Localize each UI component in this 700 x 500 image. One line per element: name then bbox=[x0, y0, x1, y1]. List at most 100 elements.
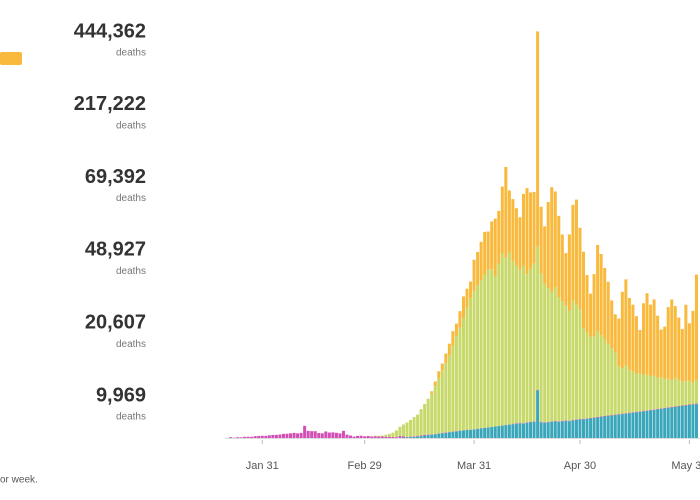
legend-swatch bbox=[0, 52, 22, 65]
bar-segment bbox=[444, 432, 448, 438]
bar-segment bbox=[691, 310, 695, 383]
bar-segment bbox=[694, 404, 698, 438]
bar-segment bbox=[670, 299, 674, 381]
x-tick-label: Feb 29 bbox=[348, 460, 382, 472]
bar-segment bbox=[599, 335, 603, 417]
bar-segment bbox=[391, 432, 395, 437]
bar-segment bbox=[490, 269, 494, 427]
bar-segment bbox=[504, 167, 508, 258]
bar-segment bbox=[447, 355, 451, 433]
bar-segment bbox=[638, 411, 642, 438]
bar-segment bbox=[585, 332, 589, 419]
bar-segment bbox=[472, 259, 476, 291]
bar-segment bbox=[620, 368, 624, 414]
bar-segment bbox=[677, 406, 681, 438]
bar-segment bbox=[461, 430, 465, 438]
bar-segment bbox=[493, 218, 497, 276]
bar-segment bbox=[592, 417, 596, 438]
bar-segment bbox=[507, 252, 511, 425]
bar-segment bbox=[645, 293, 649, 375]
bar-segment bbox=[574, 419, 578, 438]
bar-segment bbox=[543, 422, 547, 438]
bar-segment bbox=[387, 436, 391, 438]
bar-segment bbox=[274, 434, 278, 438]
bar-segment bbox=[596, 417, 600, 438]
bar-segment bbox=[461, 317, 465, 431]
bar-segment bbox=[479, 280, 483, 429]
bar-segment bbox=[514, 208, 518, 266]
total-value: 444,362 bbox=[74, 20, 146, 42]
bar-segment bbox=[236, 437, 240, 438]
bar-segment bbox=[610, 348, 614, 416]
bar-segment bbox=[518, 269, 522, 423]
bar-segment bbox=[260, 435, 264, 438]
bar-segment bbox=[444, 353, 448, 364]
bar-segment bbox=[440, 433, 444, 438]
bar-segment bbox=[546, 201, 550, 288]
bar-segment bbox=[504, 425, 508, 438]
bar-segment bbox=[278, 434, 282, 438]
bar-segment bbox=[670, 380, 674, 407]
bar-segment bbox=[465, 307, 469, 430]
bar-segment bbox=[532, 191, 536, 264]
bar-segment bbox=[536, 31, 540, 247]
note: or week. bbox=[0, 475, 38, 486]
bar-segment bbox=[380, 436, 384, 438]
bar-segment bbox=[303, 425, 307, 438]
bar-segment bbox=[405, 436, 409, 438]
bar-segment bbox=[659, 329, 663, 378]
bar-segment bbox=[384, 434, 388, 437]
bar-segment bbox=[680, 405, 684, 438]
bar-segment bbox=[271, 434, 275, 438]
bar-segment bbox=[617, 318, 621, 367]
bar-segment bbox=[313, 431, 317, 438]
bar-segment bbox=[631, 412, 635, 438]
bar-segment bbox=[525, 274, 529, 423]
bar-segment bbox=[627, 413, 631, 438]
bar-segment bbox=[585, 418, 589, 438]
bar-segment bbox=[578, 227, 582, 309]
bar-segment bbox=[691, 382, 695, 405]
bar-segment bbox=[370, 436, 374, 438]
bar-segment bbox=[567, 234, 571, 311]
total-value: 217,222 bbox=[74, 93, 146, 115]
bar-segment bbox=[419, 435, 423, 437]
bar-segment bbox=[486, 231, 490, 270]
bar-segment bbox=[507, 190, 511, 253]
bar-segment bbox=[296, 433, 300, 438]
bar-segment bbox=[687, 405, 691, 438]
bar-segment bbox=[631, 371, 635, 413]
bar-segment bbox=[281, 433, 285, 438]
bar-segment bbox=[437, 378, 441, 434]
bar-segment bbox=[560, 301, 564, 421]
total-unit: deaths bbox=[116, 339, 146, 350]
bar-segment bbox=[377, 436, 381, 438]
bar-segment bbox=[645, 410, 649, 438]
total-unit: deaths bbox=[116, 193, 146, 204]
bar-segment bbox=[599, 416, 603, 438]
bar-segment bbox=[687, 323, 691, 381]
bar-segment bbox=[349, 435, 353, 438]
bar-segment bbox=[553, 287, 557, 421]
bar-segment bbox=[536, 390, 540, 438]
bar-segment bbox=[483, 274, 487, 428]
bar-segment bbox=[546, 287, 550, 422]
bar-segment bbox=[384, 436, 388, 438]
bar-segment bbox=[546, 422, 550, 438]
x-tick-label: Apr 30 bbox=[564, 460, 596, 472]
bar-segment bbox=[599, 254, 603, 336]
bar-segment bbox=[359, 435, 363, 438]
bar-segment bbox=[571, 420, 575, 438]
bar-segment bbox=[620, 291, 624, 369]
bar-segment bbox=[627, 298, 631, 370]
bar-segment bbox=[656, 315, 660, 378]
bar-segment bbox=[377, 435, 381, 437]
bar-segment bbox=[229, 437, 232, 438]
bar-segment bbox=[592, 336, 596, 418]
bar-segment bbox=[585, 275, 589, 333]
bar-segment bbox=[582, 419, 585, 438]
bar-segment bbox=[684, 405, 688, 438]
bar-segment bbox=[529, 192, 533, 269]
bar-segment bbox=[465, 288, 469, 308]
